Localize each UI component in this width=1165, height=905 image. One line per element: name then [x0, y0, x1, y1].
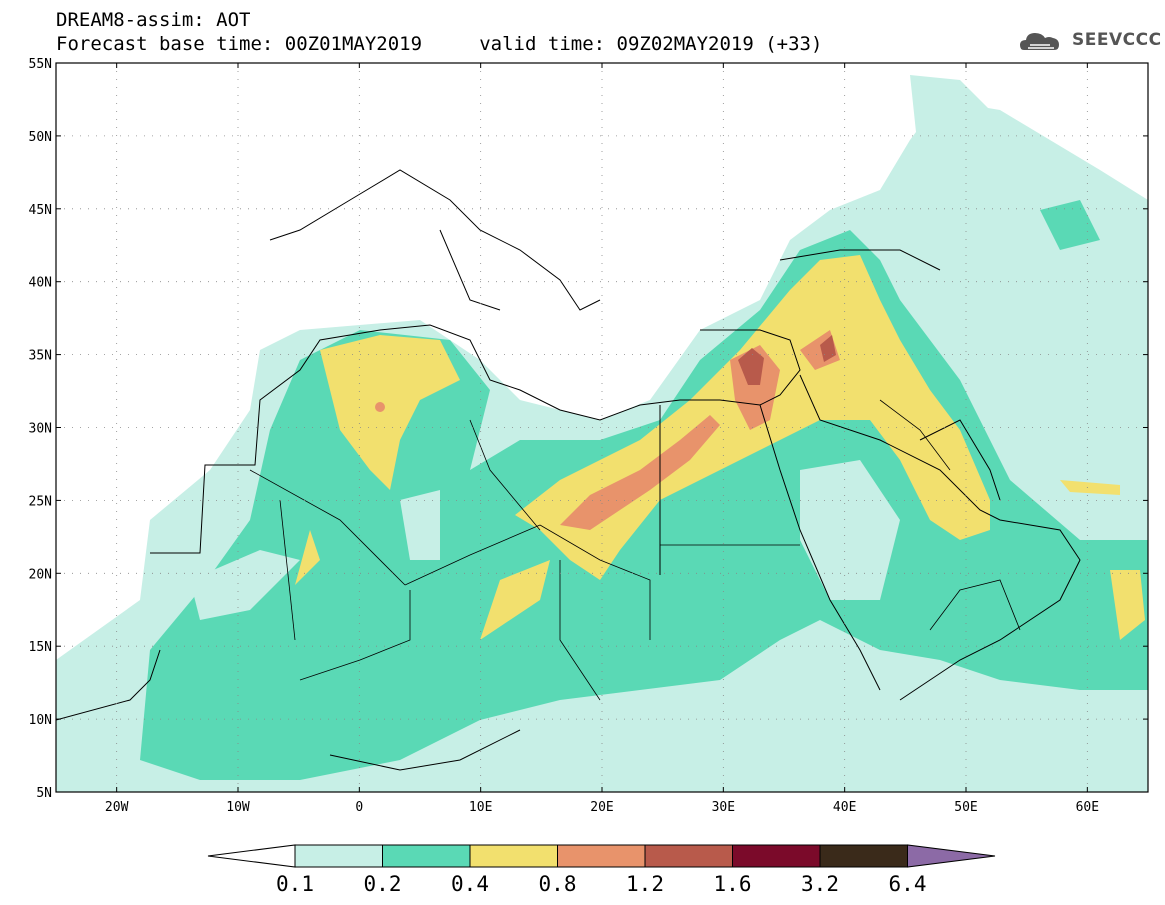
- colorbar-level-label: 0.8: [538, 872, 577, 896]
- aot-contour-0-8: [560, 415, 720, 530]
- lon-tick-label: 60E: [1076, 800, 1099, 815]
- lon-tick-label: 10W: [226, 800, 250, 815]
- colorbar-level-label: 0.1: [276, 872, 314, 896]
- colorbar-level-label: 0.4: [451, 872, 489, 896]
- seevccc-logo-text: SEEVCCC: [1072, 30, 1162, 50]
- colorbar-level-label: 0.2: [363, 872, 402, 896]
- colorbar-segment: [644, 844, 733, 868]
- colorbar-left-triangle: [207, 844, 296, 868]
- lon-tick-label: 50E: [954, 800, 977, 815]
- lon-axis: 20W 10W 0 10E 20E 30E 40E 50E 60E: [105, 800, 1099, 815]
- map-title: DREAM8-assim: AOT: [56, 9, 251, 31]
- colorbar-right-triangle: [907, 844, 996, 868]
- country-borders: [249, 399, 1021, 701]
- colorbar-segment: [382, 844, 471, 868]
- colorbar-level-label: 6.4: [888, 872, 927, 896]
- lon-tick-label: 20E: [590, 800, 613, 815]
- lat-tick-label: 20N: [29, 567, 52, 582]
- lon-tick-label: 0: [355, 800, 363, 815]
- lat-tick-label: 35N: [29, 349, 52, 364]
- lat-tick-label: 25N: [29, 494, 52, 509]
- lat-axis: 5N 10N 15N 20N 25N 30N 35N 40N 45N 50N 55N: [29, 57, 52, 801]
- lat-tick-label: 5N: [36, 786, 52, 801]
- lon-tick-label: 30E: [712, 800, 735, 815]
- aot-field: [56, 63, 1148, 792]
- map-subtitle: Forecast base time: 00Z01MAY2019 valid t…: [56, 33, 823, 55]
- lat-tick-label: 10N: [29, 713, 52, 728]
- colorbar-segment: [469, 844, 558, 868]
- aot-contour-0-2b: [1040, 200, 1100, 250]
- aot-contour-1-2: [738, 348, 764, 385]
- lat-tick-label: 50N: [29, 130, 52, 145]
- lon-tick-label: 20W: [105, 800, 129, 815]
- colorbar-segment: [732, 844, 821, 868]
- lat-tick-label: 30N: [29, 422, 52, 437]
- colorbar: [207, 844, 996, 868]
- aot-contour-0-4: [320, 335, 460, 490]
- colorbar-segment: [557, 844, 646, 868]
- lat-tick-label: 15N: [29, 640, 52, 655]
- lat-tick-label: 40N: [29, 276, 52, 291]
- colorbar-level-label: 3.2: [801, 872, 839, 896]
- aot-contour-0-1b: [910, 75, 990, 170]
- colorbar-segment: [819, 844, 908, 868]
- lon-tick-label: 10E: [469, 800, 492, 815]
- colorbar-level-label: 1.2: [626, 872, 664, 896]
- cloud-icon: [1020, 33, 1059, 50]
- lat-tick-label: 45N: [29, 203, 52, 218]
- lat-tick-label: 55N: [29, 57, 52, 72]
- lon-tick-label: 40E: [833, 800, 856, 815]
- coastlines: [56, 169, 1081, 771]
- colorbar-segment: [294, 844, 383, 868]
- colorbar-level-label: 1.6: [713, 872, 752, 896]
